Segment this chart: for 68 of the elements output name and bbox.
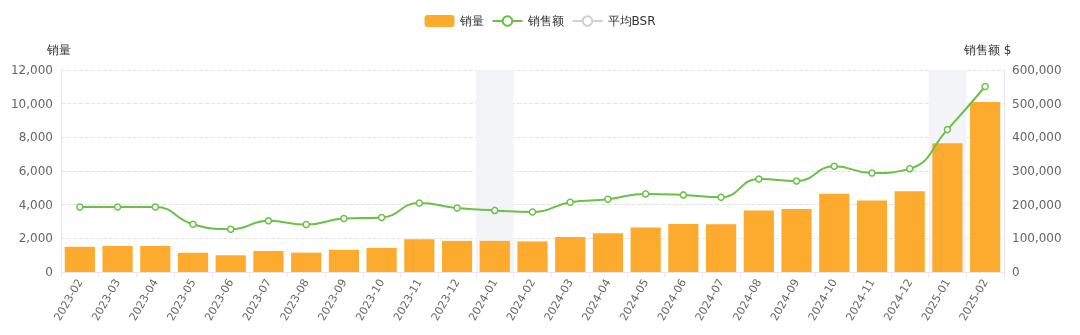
legend-label: 平均BSR bbox=[607, 14, 656, 28]
y2-tick-label: 100,000 bbox=[1012, 231, 1062, 246]
bar bbox=[555, 236, 586, 272]
point bbox=[189, 220, 197, 228]
y2-tick-label: 200,000 bbox=[1012, 197, 1062, 212]
point bbox=[302, 220, 310, 229]
y-tick-label: 6,000 bbox=[18, 164, 53, 178]
point bbox=[415, 199, 424, 207]
bar bbox=[781, 208, 812, 272]
point bbox=[830, 162, 839, 171]
bar bbox=[366, 247, 397, 272]
bar bbox=[517, 241, 548, 272]
bar bbox=[856, 200, 888, 272]
point bbox=[377, 213, 386, 222]
point bbox=[453, 204, 461, 212]
bar bbox=[970, 101, 1001, 272]
point bbox=[943, 125, 952, 134]
y2-tick-label: 600,000 bbox=[1012, 63, 1062, 77]
point bbox=[491, 206, 499, 215]
bar bbox=[743, 210, 774, 272]
point bbox=[717, 193, 725, 202]
point bbox=[755, 175, 763, 183]
point bbox=[868, 169, 876, 177]
y-tick-label: 10,000 bbox=[10, 96, 53, 111]
point bbox=[604, 195, 612, 204]
bar bbox=[215, 255, 246, 272]
y2-axis-title: 销售额 $ bbox=[963, 43, 1012, 57]
point bbox=[76, 203, 84, 211]
bar bbox=[441, 240, 473, 272]
y-tick-label: 2,000 bbox=[18, 231, 53, 246]
point bbox=[905, 164, 914, 173]
point bbox=[792, 177, 801, 185]
y2-tick-label: 300,000 bbox=[1012, 164, 1062, 178]
bar bbox=[64, 246, 95, 272]
bar bbox=[479, 240, 510, 272]
y2-tick-label: 0 bbox=[1012, 265, 1020, 279]
point bbox=[641, 190, 650, 198]
point bbox=[226, 225, 235, 233]
y-tick-label: 0 bbox=[45, 265, 53, 279]
bar bbox=[102, 245, 133, 272]
bar bbox=[177, 252, 209, 272]
bar bbox=[291, 252, 322, 272]
y-tick-label: 4,000 bbox=[18, 197, 53, 212]
bar bbox=[706, 224, 737, 272]
y2-tick-label: 400,000 bbox=[1012, 130, 1062, 145]
point bbox=[679, 191, 688, 199]
bar bbox=[328, 249, 359, 272]
bar bbox=[140, 245, 171, 272]
bar bbox=[630, 227, 661, 272]
bar bbox=[253, 250, 284, 272]
y2-tick-label: 500,000 bbox=[1012, 96, 1062, 111]
point bbox=[340, 214, 348, 223]
legend-label: 销售额 bbox=[526, 14, 564, 28]
y-tick-label: 8,000 bbox=[18, 130, 53, 145]
bar bbox=[819, 193, 850, 272]
bar bbox=[894, 191, 925, 272]
bar bbox=[592, 233, 624, 272]
legend-label: 销量 bbox=[458, 14, 484, 28]
point bbox=[113, 203, 122, 211]
point bbox=[264, 217, 273, 225]
bar bbox=[404, 239, 435, 272]
bar bbox=[668, 224, 699, 272]
y-axis-title: 销量 bbox=[45, 43, 71, 57]
y-tick-label: 12,000 bbox=[10, 63, 53, 77]
point bbox=[981, 82, 989, 91]
point bbox=[528, 208, 537, 216]
point bbox=[151, 203, 160, 211]
point bbox=[566, 198, 574, 207]
